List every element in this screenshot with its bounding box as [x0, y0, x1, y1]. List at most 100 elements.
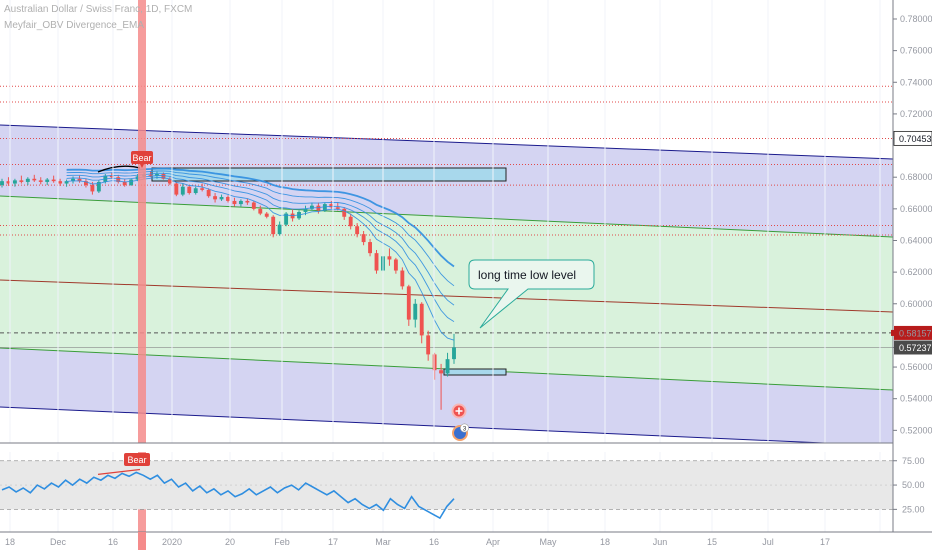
vertical-event-marker — [138, 0, 146, 550]
price-axis: 0.78000 0.76000 0.74000 0.72000 0.70453 0.680… — [891, 0, 932, 550]
indicator-title: Meyfair_OBV Divergence_EMA — [4, 20, 145, 31]
candle-body — [387, 256, 392, 260]
bear-label-price: Bear — [131, 151, 153, 168]
candle — [348, 213, 353, 230]
osc-tick-label: 75.00 — [902, 456, 925, 466]
candle — [129, 178, 134, 186]
price-tick-label: 0.56000 — [900, 362, 932, 372]
candle — [361, 230, 366, 246]
candle — [51, 175, 56, 183]
candle-body — [329, 204, 334, 208]
candle — [277, 221, 282, 236]
candle — [400, 267, 405, 290]
channel-lower-line — [0, 406, 836, 443]
swing-line — [97, 165, 141, 173]
candle-body — [355, 226, 360, 235]
candle-body — [96, 181, 101, 192]
candle-body — [452, 347, 456, 360]
price-tick-label: 0.74000 — [900, 77, 932, 87]
time-tick-label: 18 — [5, 537, 15, 547]
candle — [245, 198, 250, 205]
symbol-title: Australian Dollar / Swiss Franc, 1D, FXC… — [4, 4, 193, 15]
time-tick-label: Dec — [50, 537, 67, 547]
event-badges: 3 — [451, 403, 469, 441]
candle-body — [393, 259, 398, 271]
candle — [406, 284, 411, 326]
candle — [174, 181, 179, 197]
candle — [284, 212, 289, 227]
price-tick-label: 0.60000 — [900, 299, 932, 309]
candle — [387, 248, 392, 266]
candle-body — [129, 179, 134, 186]
time-tick-label: 15 — [707, 537, 717, 547]
candle-body — [0, 181, 4, 186]
candle — [64, 179, 69, 187]
ema-line — [66, 175, 455, 322]
candle-body — [51, 179, 56, 182]
candle-body — [64, 181, 69, 184]
candle-body — [77, 178, 82, 182]
candle-body — [232, 200, 237, 205]
price-tick-label: 0.64000 — [900, 235, 932, 245]
candle-body — [335, 207, 340, 209]
candle-body — [251, 202, 256, 209]
candle — [38, 177, 43, 185]
candle — [213, 193, 218, 203]
time-tick-label: Feb — [274, 537, 290, 547]
candle — [238, 199, 243, 207]
candle-body — [213, 196, 218, 200]
candle-body — [361, 234, 366, 243]
candle-body — [25, 178, 30, 182]
candle-body — [19, 180, 24, 182]
candle — [452, 333, 456, 364]
candle — [322, 202, 327, 213]
bear-pointer — [140, 164, 144, 168]
price-tick-label: 0.66000 — [900, 204, 932, 214]
price-marker-dot — [891, 329, 895, 336]
price-tag-label: 0.70453 — [899, 134, 932, 144]
annotation-callout: long time low level — [468, 259, 595, 329]
candle-body — [116, 177, 121, 182]
lower-channel-band — [0, 348, 893, 443]
ema-line — [66, 167, 455, 268]
candle — [180, 183, 185, 197]
candle-body — [58, 181, 63, 184]
candle-body — [277, 224, 282, 235]
time-tick-label: Apr — [486, 537, 500, 547]
price-tick-label: 0.62000 — [900, 267, 932, 277]
candle — [439, 363, 444, 410]
divergence-line — [97, 468, 141, 475]
ema-line — [66, 170, 455, 287]
plus-icon — [455, 407, 463, 415]
bear-label-text: Bear — [127, 455, 146, 465]
candle-body — [32, 178, 37, 181]
candle-body — [180, 186, 185, 195]
osc-tick-label: 50.00 — [902, 480, 925, 490]
ema-line — [66, 176, 455, 341]
candle-body — [193, 188, 198, 194]
candle — [0, 178, 4, 188]
candle-body — [200, 188, 205, 190]
price-tag-bg — [894, 340, 932, 355]
candle-body — [206, 189, 211, 197]
candle — [19, 175, 24, 184]
candle — [342, 207, 347, 220]
candle-body — [432, 354, 437, 371]
osc-tick-label: 25.00 — [902, 504, 925, 514]
price-tag-bg — [894, 325, 932, 340]
candle — [206, 188, 211, 198]
bear-label-bg — [124, 453, 150, 466]
time-tick-label: 16 — [108, 537, 118, 547]
candle-body — [174, 183, 179, 195]
candle-body — [226, 196, 230, 201]
candle-body — [258, 208, 263, 214]
candle — [25, 177, 30, 186]
candle — [12, 178, 17, 187]
candle-body — [6, 181, 11, 184]
price-tag-label: 0.57237 — [899, 343, 932, 353]
candle-body — [90, 185, 95, 192]
candle-body — [400, 270, 405, 287]
time-axis-bg — [0, 532, 932, 550]
